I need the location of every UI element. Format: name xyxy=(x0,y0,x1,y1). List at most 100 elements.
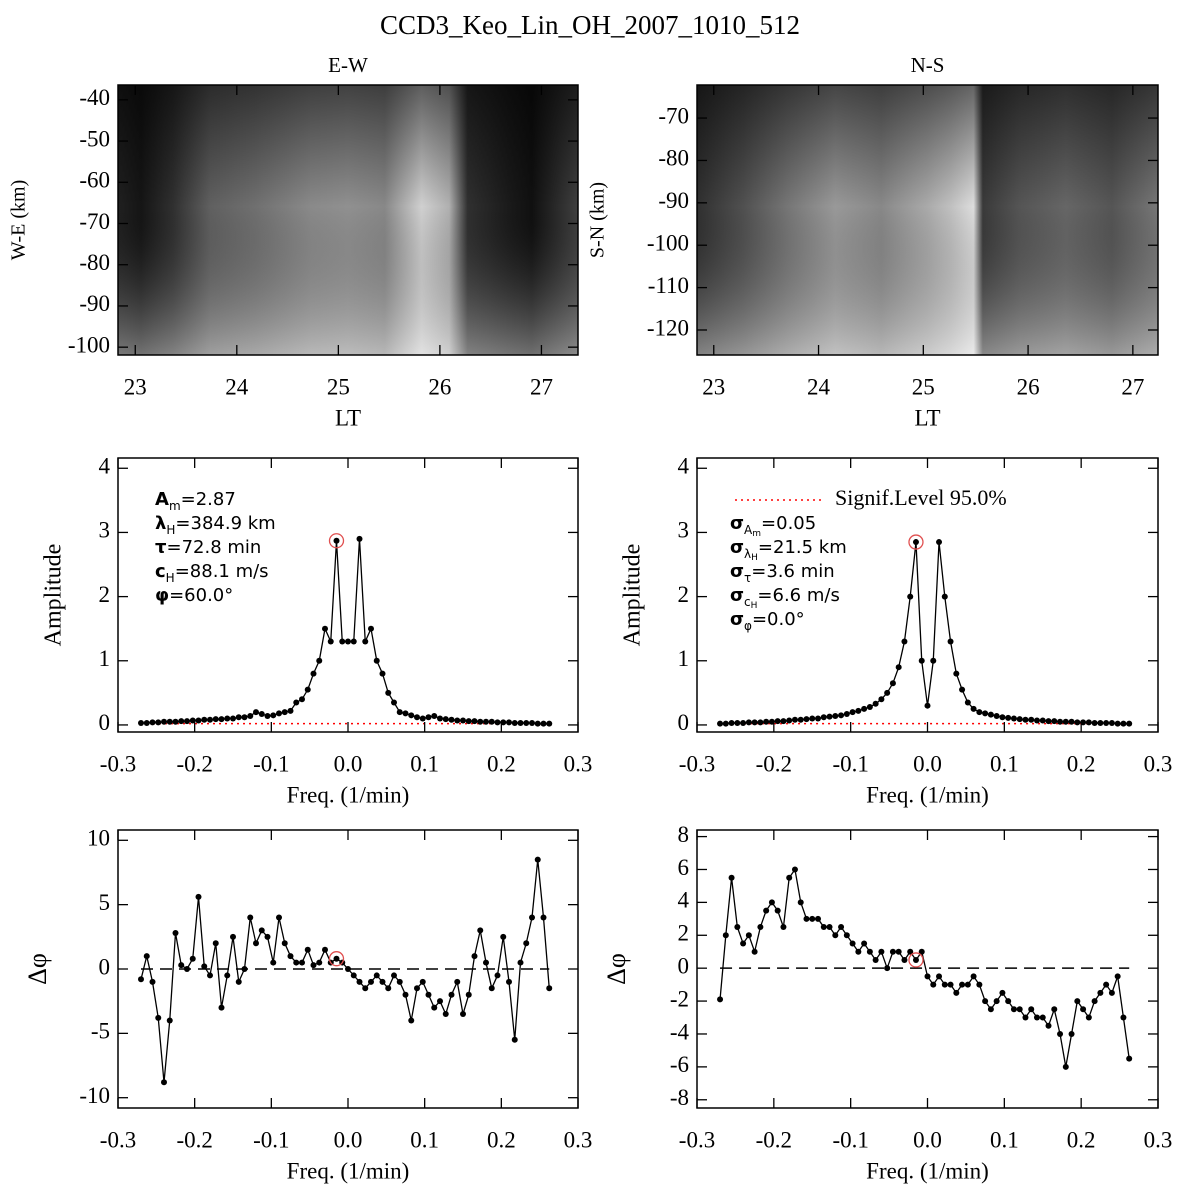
data-point xyxy=(982,710,989,717)
data-point xyxy=(1005,714,1012,721)
x-axis-label: Freq. (1/min) xyxy=(866,782,989,807)
data-point xyxy=(901,638,908,645)
data-point xyxy=(884,965,891,972)
annotation-text: =88.1 m/s xyxy=(175,561,269,582)
data-point xyxy=(195,893,202,900)
data-point xyxy=(1062,718,1069,725)
annotation: φ=60.0° xyxy=(155,585,233,606)
data-point xyxy=(218,1004,225,1011)
data-point xyxy=(143,953,150,960)
x-tick-label: -0.3 xyxy=(679,751,715,776)
data-point xyxy=(419,715,426,722)
data-point xyxy=(425,991,432,998)
data-point xyxy=(178,718,185,725)
data-point xyxy=(264,712,271,719)
panel-title: E-W xyxy=(328,53,368,77)
data-point xyxy=(138,976,144,983)
annotation-text: =3.6 min xyxy=(751,561,834,582)
data-point xyxy=(930,657,937,664)
annotation: σφ=0.0° xyxy=(730,609,805,633)
data-point xyxy=(1010,1006,1017,1013)
data-point xyxy=(241,966,248,972)
data-point xyxy=(523,940,530,947)
data-point xyxy=(918,948,925,955)
y-tick-label: 5 xyxy=(99,890,111,915)
x-axis-label: LT xyxy=(335,405,361,430)
y-tick-label: 4 xyxy=(99,454,111,479)
annotation-subscript: c xyxy=(744,595,751,609)
data-point xyxy=(889,680,896,687)
data-point xyxy=(855,707,862,714)
data-point xyxy=(953,989,960,996)
data-point xyxy=(189,717,196,724)
annotation-text: =21.5 km xyxy=(758,537,847,558)
data-point xyxy=(895,664,902,671)
data-point xyxy=(734,924,741,931)
x-tick-label: 0.1 xyxy=(990,751,1019,776)
data-point xyxy=(373,972,380,979)
data-point xyxy=(517,959,524,966)
data-point xyxy=(534,856,541,863)
data-point xyxy=(460,717,466,724)
data-point xyxy=(310,670,317,677)
data-point xyxy=(849,940,856,947)
data-point xyxy=(1057,1030,1064,1037)
panel: -0.3 -0.2 -0.1 0.0 0.1 0.2 0.3 -10 -5 0 5 10 Freq. (… xyxy=(23,826,592,1184)
data-point xyxy=(872,700,879,707)
data-point xyxy=(924,702,931,709)
data-point xyxy=(207,972,213,979)
data-point xyxy=(500,933,507,940)
x-tick-label: 24 xyxy=(807,374,831,399)
data-point xyxy=(408,1017,415,1024)
data-point xyxy=(448,991,455,998)
data-point xyxy=(976,981,983,988)
data-point xyxy=(1108,720,1115,727)
data-point xyxy=(333,537,340,544)
annotation-text: =60.0° xyxy=(169,585,233,606)
data-point xyxy=(878,948,885,955)
data-point xyxy=(987,1006,994,1013)
data-point xyxy=(728,720,735,727)
data-point xyxy=(408,712,415,719)
data-point xyxy=(774,718,781,725)
y-tick-label: -90 xyxy=(658,188,689,213)
data-point xyxy=(379,978,386,985)
data-point xyxy=(751,948,758,955)
data-point xyxy=(322,625,328,632)
data-point xyxy=(1114,973,1121,980)
data-point xyxy=(442,716,449,723)
annotation-symbol: φ xyxy=(155,585,169,606)
data-point xyxy=(849,709,856,716)
data-point xyxy=(488,985,495,992)
data-point xyxy=(362,638,369,645)
data-point xyxy=(356,535,363,542)
data-point xyxy=(138,720,144,727)
annotation-subsubscript: m xyxy=(752,529,761,539)
data-point xyxy=(970,705,977,712)
y-tick-label: -80 xyxy=(658,146,689,171)
x-axis-label: Freq. (1/min) xyxy=(866,1158,989,1183)
data-point xyxy=(820,714,827,721)
data-point xyxy=(373,657,380,664)
peak-marker xyxy=(908,534,924,550)
x-tick-label: 23 xyxy=(702,374,725,399)
data-point xyxy=(797,716,804,723)
x-tick-label: 0.2 xyxy=(487,751,516,776)
data-point xyxy=(304,946,311,953)
data-point xyxy=(391,972,397,979)
data-point xyxy=(230,715,236,722)
data-point xyxy=(757,719,764,726)
data-point xyxy=(322,946,328,953)
data-point xyxy=(511,1036,518,1043)
data-point xyxy=(396,709,403,716)
data-point xyxy=(350,972,357,979)
data-point xyxy=(941,593,948,600)
data-point xyxy=(993,998,1000,1005)
x-tick-label: 0.0 xyxy=(334,1127,363,1152)
data-point xyxy=(379,670,386,677)
data-point xyxy=(189,955,196,962)
data-point xyxy=(454,717,461,724)
data-point xyxy=(803,915,810,922)
